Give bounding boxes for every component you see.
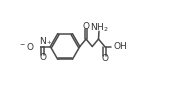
- Text: NH$_2$: NH$_2$: [90, 21, 108, 34]
- Text: O: O: [83, 22, 90, 31]
- Text: $^+$: $^+$: [45, 40, 52, 49]
- Text: OH: OH: [114, 42, 128, 51]
- Text: O: O: [101, 54, 108, 63]
- Text: N: N: [39, 37, 46, 46]
- Text: O: O: [39, 53, 46, 62]
- Text: $^-$O: $^-$O: [18, 41, 35, 52]
